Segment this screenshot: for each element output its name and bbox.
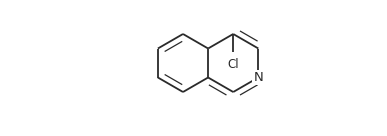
Text: Cl: Cl bbox=[228, 58, 239, 71]
Text: N: N bbox=[253, 71, 263, 84]
